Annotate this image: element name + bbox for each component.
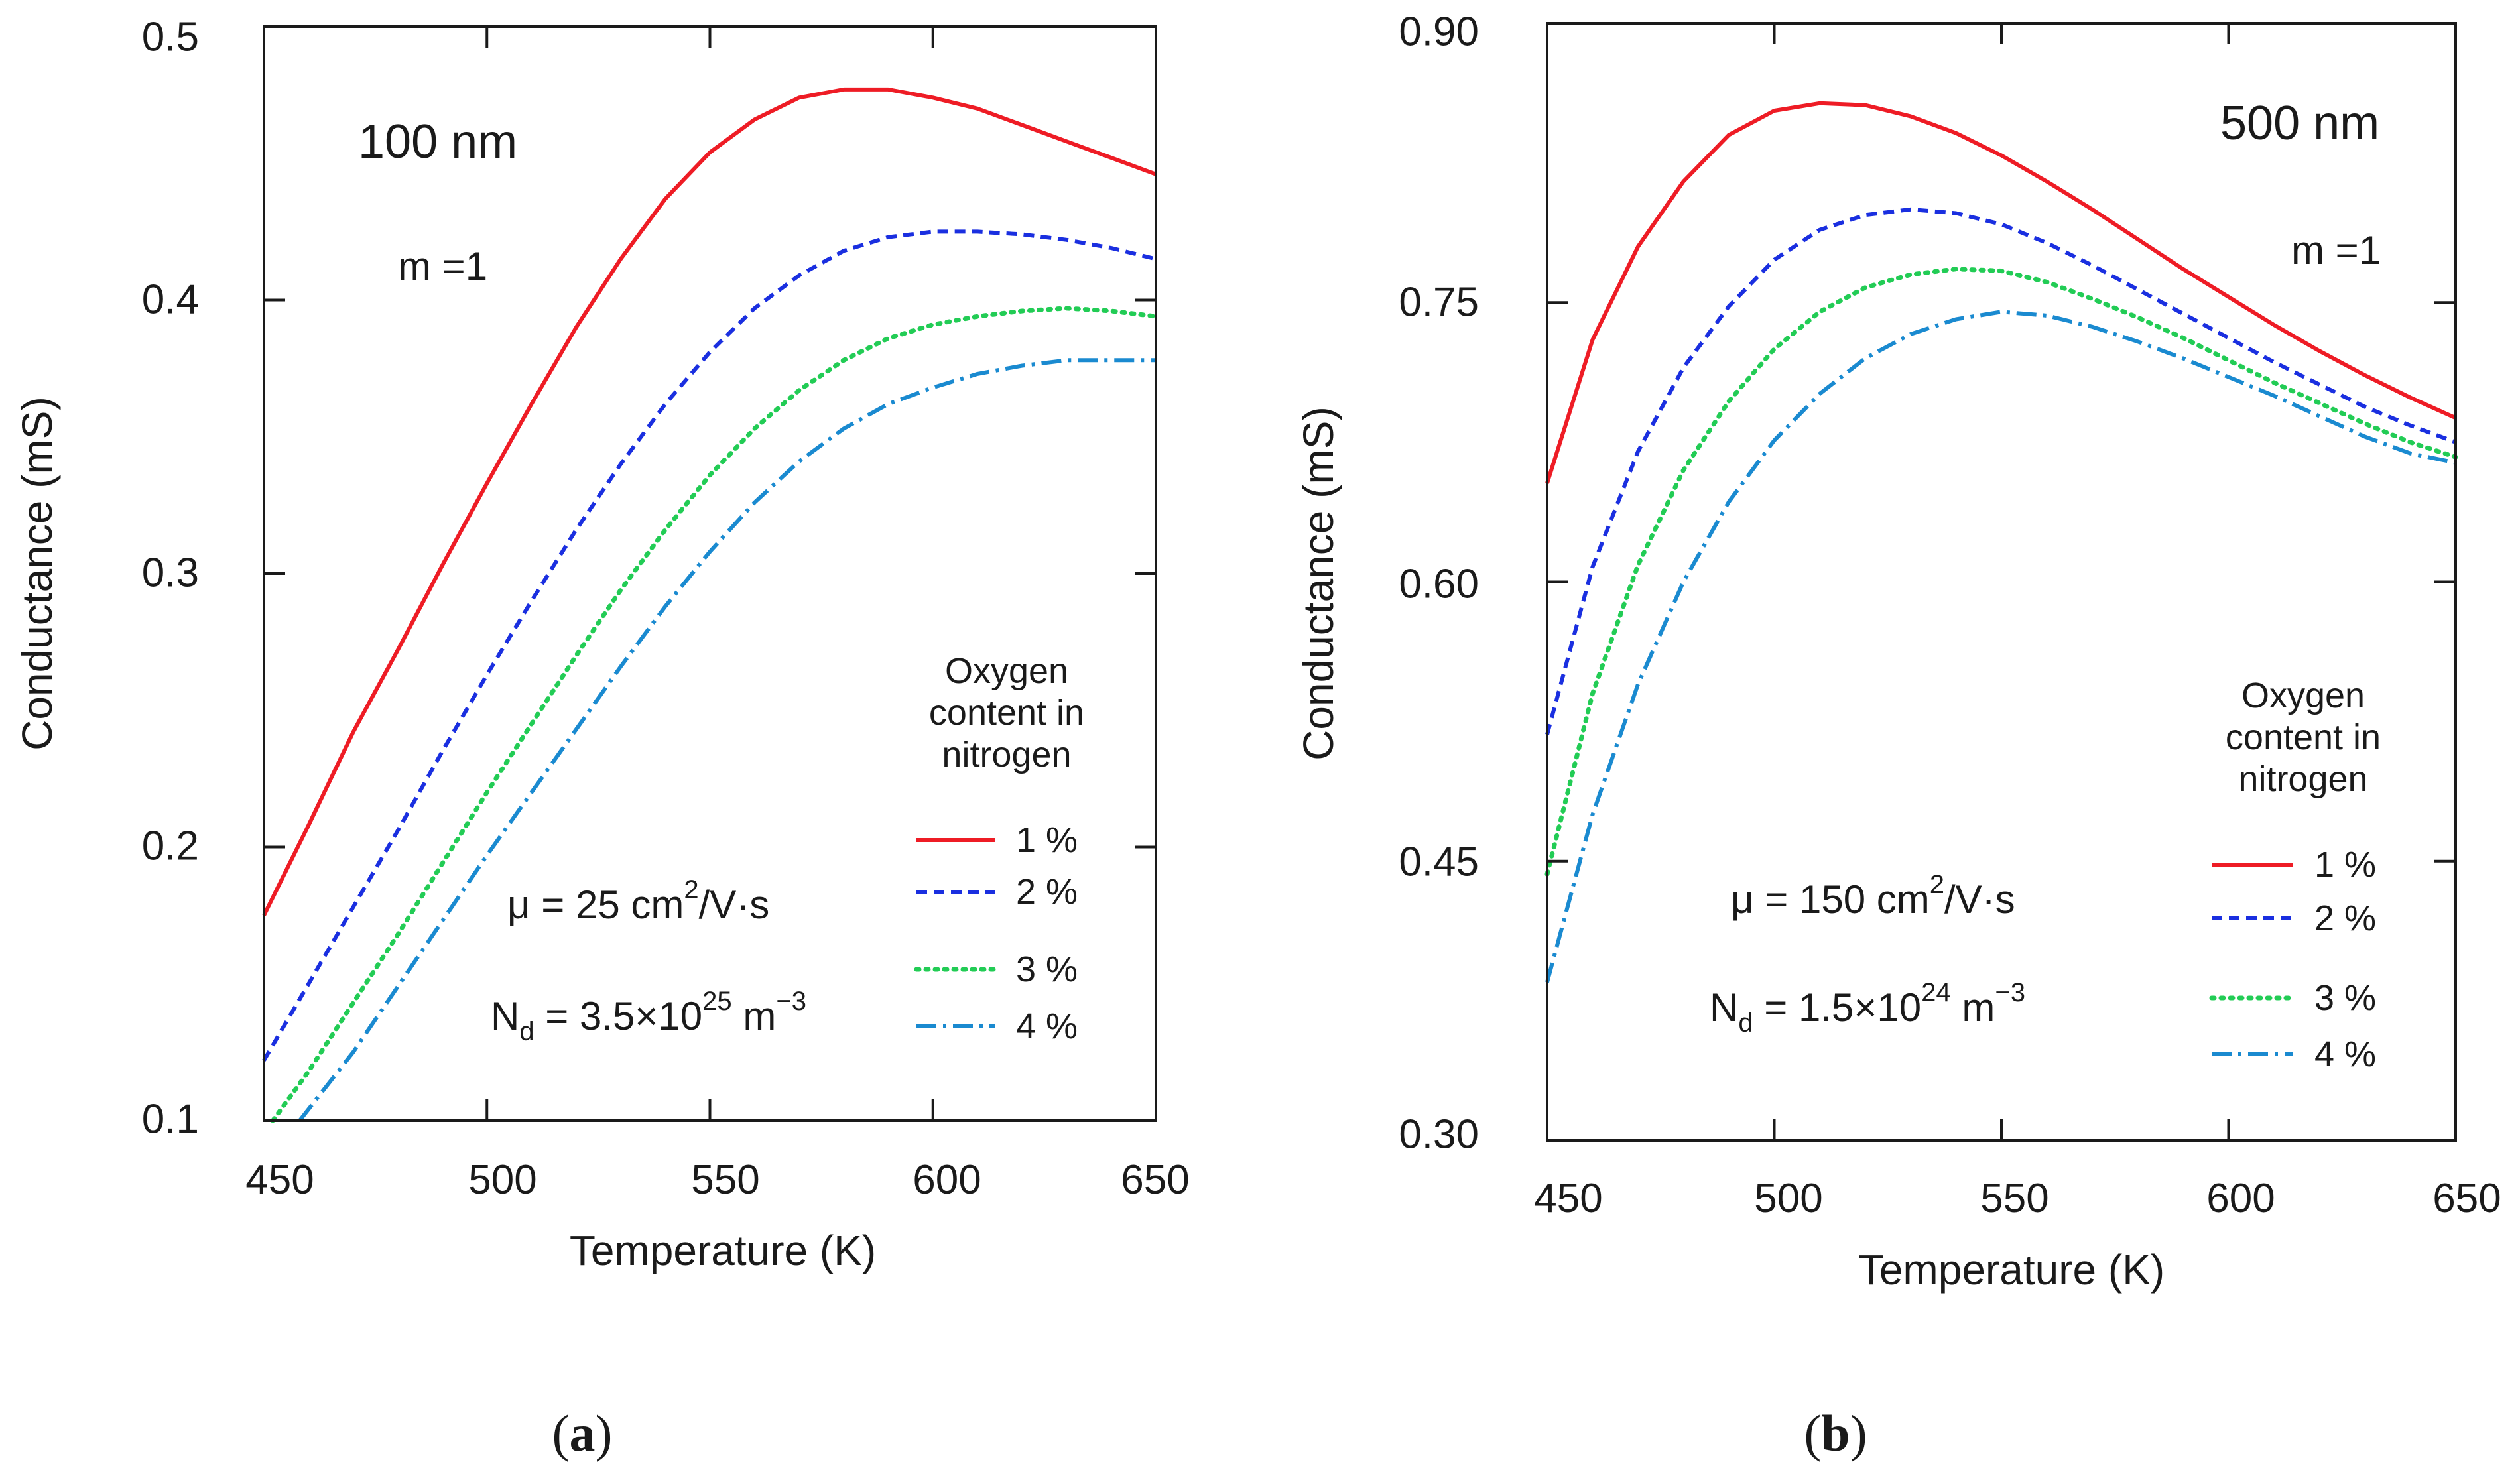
series-line-2pct bbox=[262, 229, 1157, 1062]
panel-b-thickness-annotation: 500 nm bbox=[2220, 97, 2379, 150]
legend-label-2pct: 2 % bbox=[1016, 872, 1078, 912]
legend-label-1pct: 1 % bbox=[1016, 820, 1078, 860]
panel-a-lines bbox=[262, 87, 1159, 1123]
panel-a-x-tick-label: 650 bbox=[1121, 1157, 1189, 1203]
panel-b-x-axis-label: Temperature (K) bbox=[1858, 1246, 2165, 1294]
panel-a-y-tick-labels: 0.1 0.2 0.3 0.4 0.5 bbox=[142, 14, 199, 1142]
series-line-2pct bbox=[1545, 207, 2457, 735]
panel-a-x-tick-label: 600 bbox=[913, 1157, 981, 1203]
panel-a-y-tick-label: 0.4 bbox=[142, 276, 199, 322]
legend-label-3pct: 3 % bbox=[2314, 978, 2376, 1018]
panel-a: 0.1 0.2 0.3 0.4 0.5 450 500 550 600 650 … bbox=[13, 14, 1190, 1462]
panel-b-x-tick-label: 450 bbox=[1534, 1176, 1602, 1221]
legend-label-1pct: 1 % bbox=[2314, 845, 2376, 885]
panel-a-y-tick-label: 0.3 bbox=[142, 550, 199, 595]
panel-a-x-tick-label: 550 bbox=[691, 1157, 759, 1203]
panel-b-ticks bbox=[1546, 22, 2457, 1142]
panel-a-thickness-annotation: 100 nm bbox=[358, 115, 517, 168]
series-line-1pct bbox=[1545, 101, 2457, 484]
legend-title-line: nitrogen bbox=[942, 735, 1071, 774]
panel-b-y-tick-label: 0.75 bbox=[1399, 279, 1479, 325]
legend-title-line: nitrogen bbox=[2238, 759, 2367, 799]
panel-b-x-tick-label: 650 bbox=[2432, 1176, 2501, 1221]
panel-a-label: (a) bbox=[552, 1404, 613, 1462]
series-line-3pct bbox=[1544, 267, 2458, 877]
legend-title-line: Oxygen bbox=[945, 651, 1068, 691]
legend-label-4pct: 4 % bbox=[2314, 1034, 2376, 1074]
panel-b-label: (b) bbox=[1804, 1404, 1867, 1462]
panel-a-y-tick-label: 0.1 bbox=[142, 1096, 199, 1142]
series-line-4pct bbox=[1545, 310, 2456, 983]
panel-a-x-tick-labels: 450 500 550 600 650 bbox=[245, 1157, 1189, 1203]
panel-a-m-annotation: m =1 bbox=[398, 244, 487, 288]
panel-b-x-tick-labels: 450 500 550 600 650 bbox=[1534, 1176, 2501, 1221]
panel-b-mobility-annotation: μ = 150 cm2/V·s bbox=[1731, 870, 2015, 922]
panel-b-y-axis-label: Conductance (mS) bbox=[1294, 406, 1342, 761]
panel-b-y-tick-label: 0.45 bbox=[1399, 839, 1479, 885]
legend-label-3pct: 3 % bbox=[1016, 950, 1078, 989]
panel-b-y-tick-labels: 0.30 0.45 0.60 0.75 0.90 bbox=[1399, 9, 1479, 1157]
series-line-4pct bbox=[298, 358, 1156, 1122]
panel-b-legend: Oxygen content in nitrogen 1 % 2 % 3 % 4… bbox=[2209, 676, 2381, 1074]
panel-b-lines bbox=[1544, 101, 2458, 983]
series-line-3pct bbox=[270, 306, 1159, 1123]
panel-a-y-axis-label: Conductance (mS) bbox=[13, 397, 61, 751]
panel-a-donor-annotation: Nd = 3.5×1025 m−3 bbox=[491, 987, 806, 1046]
panel-b: 0.30 0.45 0.60 0.75 0.90 450 500 550 600… bbox=[1294, 9, 2501, 1462]
series-line-1pct bbox=[262, 87, 1157, 916]
panel-a-legend: Oxygen content in nitrogen 1 % 2 % 3 % 4… bbox=[914, 651, 1084, 1046]
panel-b-y-tick-label: 0.60 bbox=[1399, 561, 1479, 607]
legend-title-line: content in bbox=[929, 693, 1084, 733]
panel-b-donor-annotation: Nd = 1.5×1024 m−3 bbox=[1710, 978, 2025, 1038]
panel-a-y-tick-label: 0.5 bbox=[142, 14, 199, 60]
panel-a-x-tick-label: 500 bbox=[468, 1157, 536, 1203]
panel-a-x-tick-label: 450 bbox=[245, 1157, 314, 1203]
panel-b-x-tick-label: 600 bbox=[2206, 1176, 2275, 1221]
panel-b-y-tick-label: 0.90 bbox=[1399, 9, 1479, 54]
panel-b-y-tick-label: 0.30 bbox=[1399, 1111, 1479, 1157]
legend-title-line: Oxygen bbox=[2241, 676, 2365, 715]
panel-a-mobility-annotation: μ = 25 cm2/V·s bbox=[507, 875, 769, 927]
panel-b-plot-frame bbox=[1546, 22, 2457, 1142]
legend-title-line: content in bbox=[2226, 717, 2381, 757]
panel-a-y-tick-label: 0.2 bbox=[142, 823, 199, 869]
legend-label-2pct: 2 % bbox=[2314, 898, 2376, 938]
panel-b-x-tick-label: 550 bbox=[1980, 1176, 2048, 1221]
panel-a-x-axis-label: Temperature (K) bbox=[570, 1227, 876, 1274]
panel-b-x-tick-label: 500 bbox=[1754, 1176, 1822, 1221]
panel-a-plot-frame bbox=[263, 25, 1157, 1122]
legend-label-4pct: 4 % bbox=[1016, 1007, 1078, 1046]
panel-b-m-annotation: m =1 bbox=[2291, 228, 2381, 273]
